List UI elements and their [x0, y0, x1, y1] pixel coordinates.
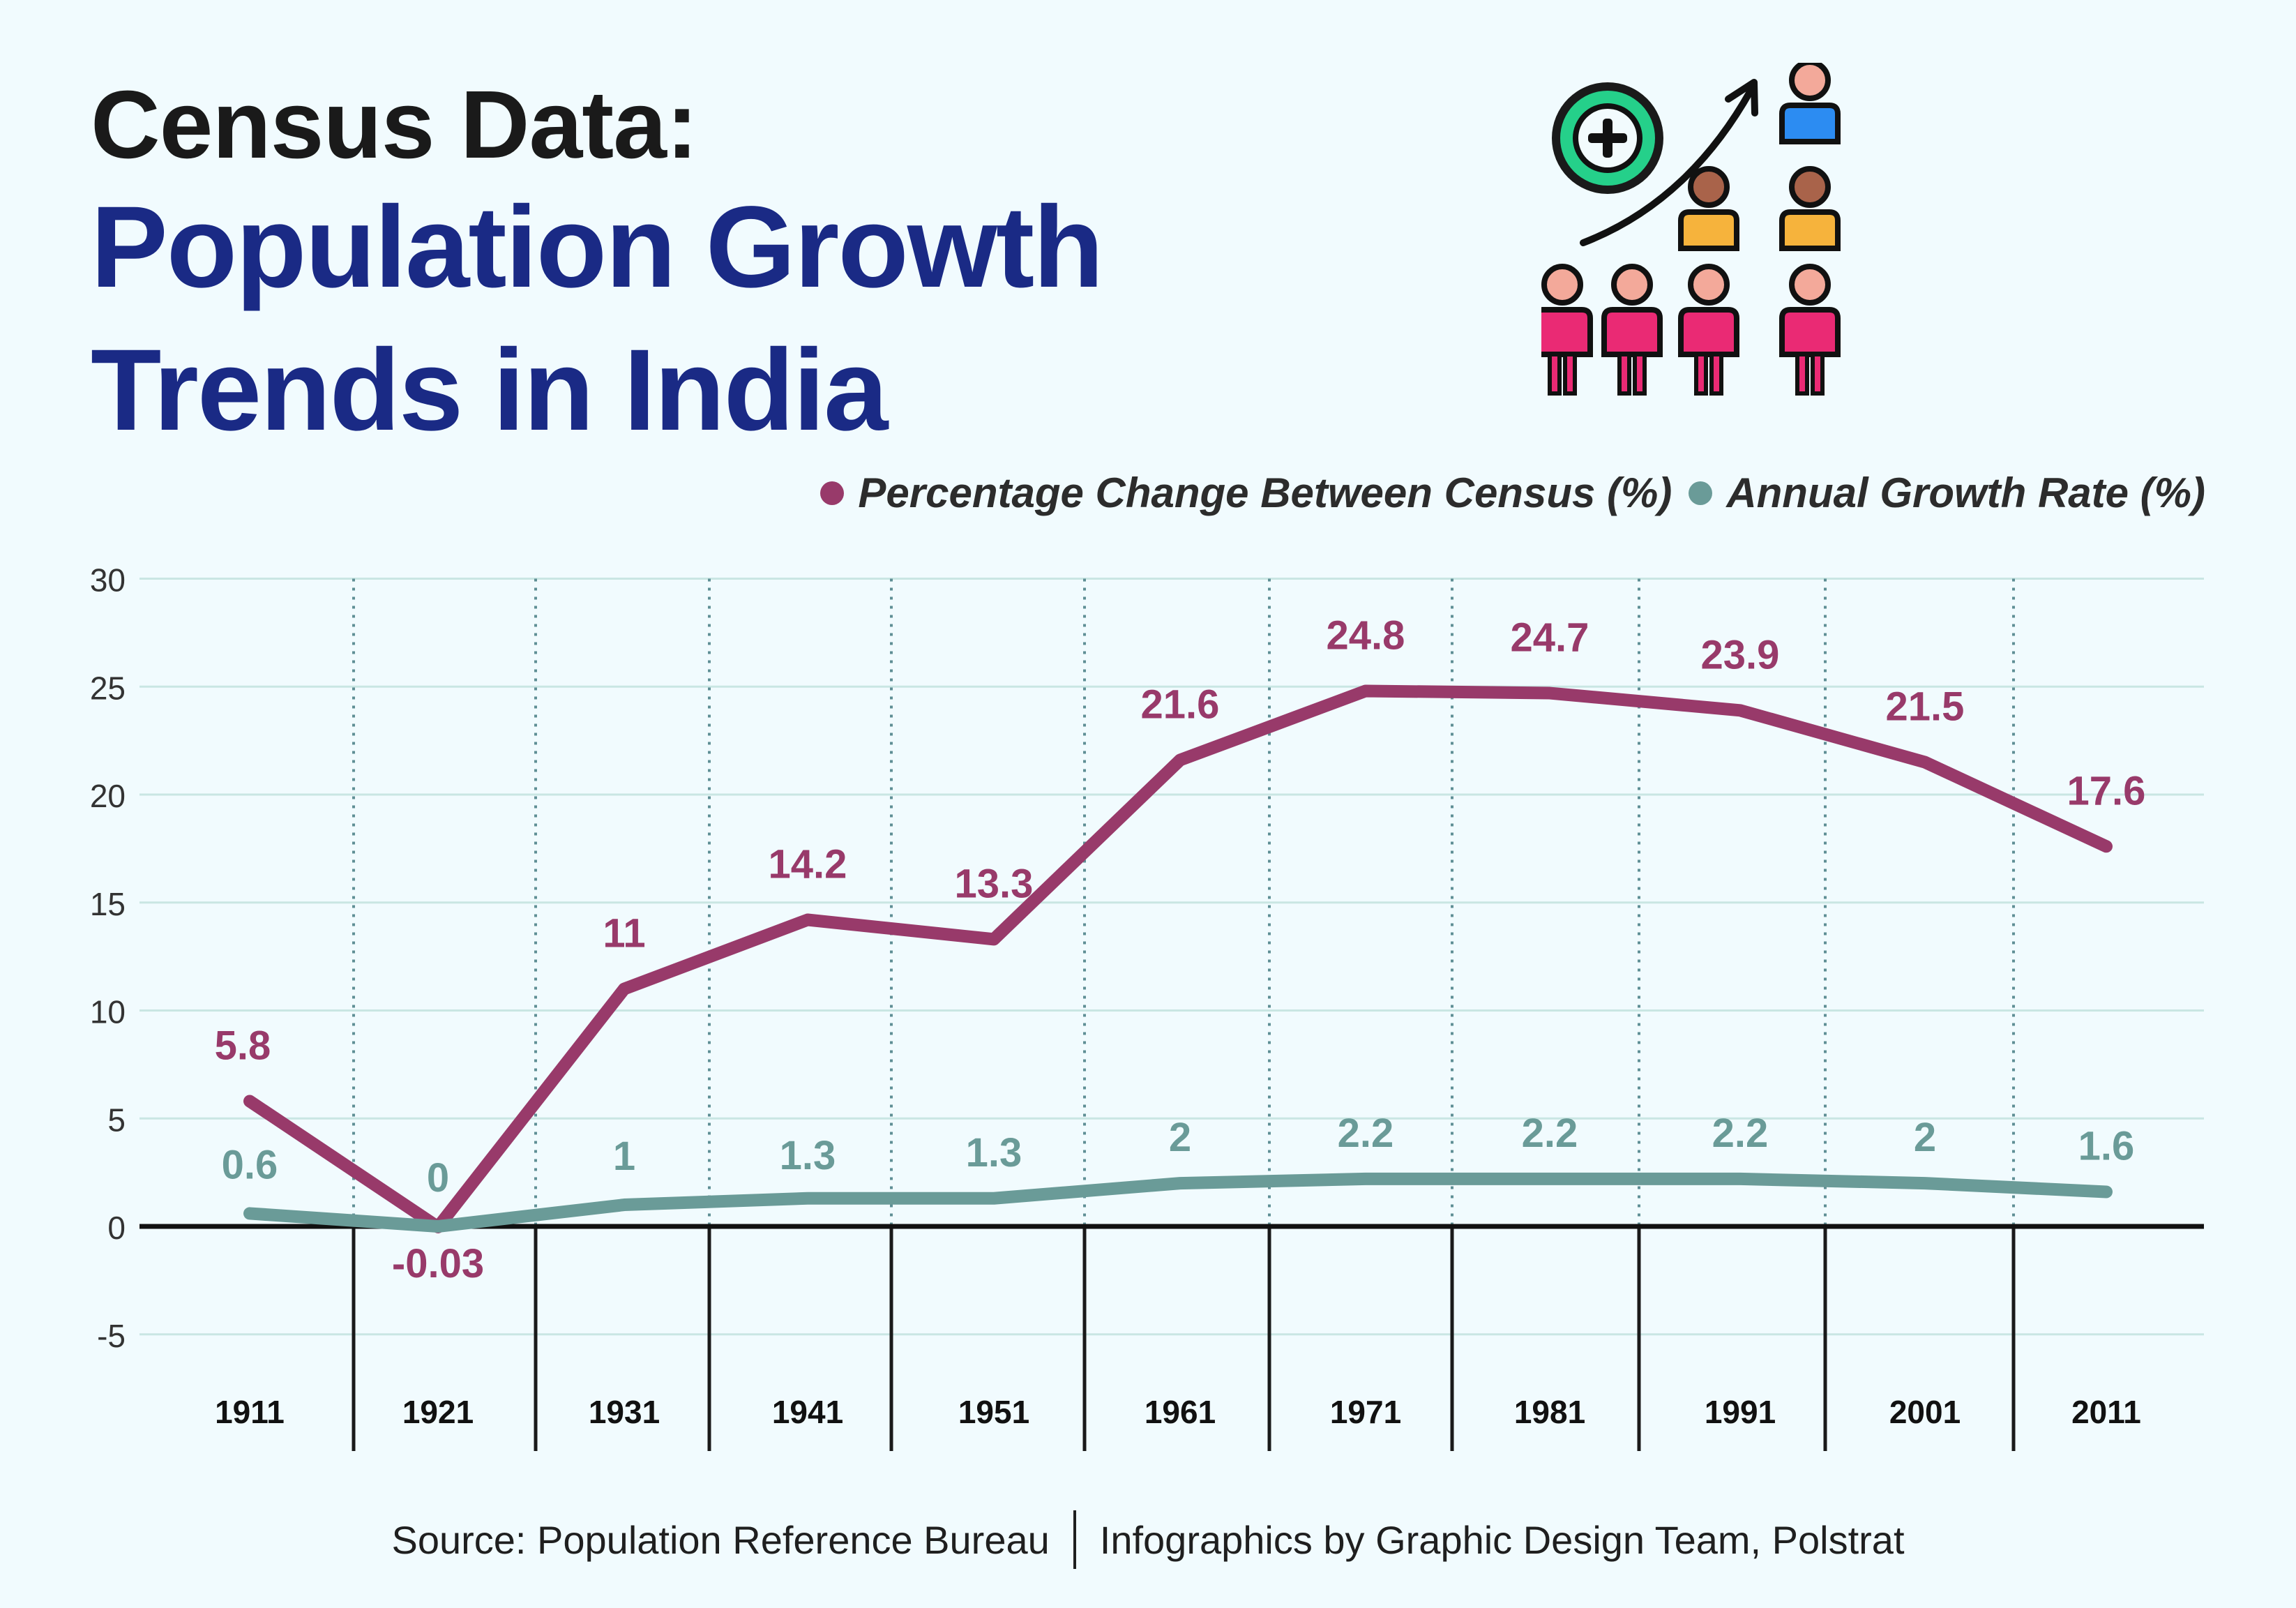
data-label-percentage: 21.6 — [1141, 682, 1220, 727]
x-tick-label: 1911 — [215, 1394, 285, 1430]
title-line-1: Census Data: — [91, 71, 698, 179]
data-label-percentage: 21.5 — [1886, 684, 1965, 730]
data-label-annual: 1.6 — [2078, 1123, 2135, 1169]
legend-marker-annual — [1689, 481, 1713, 505]
series-line-percentage-change — [243, 684, 2113, 1233]
data-label-annual: 0.6 — [222, 1142, 278, 1187]
y-tick-label: 15 — [90, 886, 126, 922]
credit-text: Infographics by Graphic Design Team, Pol… — [1099, 1517, 1905, 1562]
data-label-annual: 0 — [427, 1155, 449, 1201]
x-tick-label: 1951 — [958, 1394, 1029, 1430]
y-tick-label: 30 — [90, 562, 126, 599]
data-label-percentage: -0.03 — [392, 1241, 484, 1286]
x-tick-label: 1941 — [772, 1394, 843, 1430]
legend-label-annual: Annual Growth Rate (%) — [1726, 469, 2205, 516]
data-label-percentage: 11 — [603, 911, 645, 956]
data-label-annual: 2.2 — [1338, 1111, 1394, 1156]
footer: Source: Population Reference Bureau Info… — [0, 1510, 2296, 1569]
legend-label-percentage: Percentage Change Between Census (%) — [858, 469, 1672, 516]
x-tick-label: 1971 — [1330, 1394, 1401, 1430]
data-label-annual: 2 — [1169, 1115, 1191, 1160]
data-label-annual: 2.2 — [1522, 1111, 1578, 1156]
x-tick-label: 1921 — [402, 1394, 474, 1430]
x-tick-label: 2001 — [1889, 1394, 1961, 1430]
data-label-percentage: 23.9 — [1701, 632, 1780, 677]
legend-item-percentage: Percentage Change Between Census (%) — [820, 469, 1672, 517]
footer-divider — [1073, 1510, 1076, 1569]
data-label-annual: 2.2 — [1712, 1111, 1769, 1156]
y-tick-label: 10 — [90, 994, 126, 1030]
data-label-annual: 2 — [1914, 1115, 1936, 1160]
series-line-annual-growth — [243, 1172, 2113, 1233]
growth-arrow-icon — [1580, 79, 1758, 246]
data-label-percentage: 24.7 — [1511, 615, 1589, 661]
data-label-percentage: 5.8 — [215, 1023, 271, 1068]
y-tick-label: 5 — [107, 1102, 126, 1138]
title-line-3: Trends in India — [91, 326, 888, 455]
y-tick-label: -5 — [97, 1318, 126, 1354]
x-tick-label: 2011 — [2071, 1394, 2141, 1430]
people-growth-illustration — [1541, 63, 1841, 396]
data-label-annual: 1 — [613, 1134, 635, 1179]
y-tick-label: 20 — [90, 778, 126, 814]
data-label-annual: 1.3 — [966, 1130, 1022, 1175]
x-tick-label: 1931 — [589, 1394, 660, 1430]
data-label-percentage: 14.2 — [769, 842, 847, 887]
data-label-annual: 1.3 — [780, 1133, 836, 1178]
people-pyramid-icon — [1541, 63, 1841, 396]
source-text: Source: Population Reference Bureau — [391, 1517, 1050, 1562]
x-tick-label: 1991 — [1705, 1394, 1776, 1430]
data-label-percentage: 13.3 — [955, 861, 1034, 906]
title-line-2: Population Growth — [91, 183, 1104, 312]
data-label-percentage: 24.8 — [1327, 613, 1405, 658]
y-tick-label: 0 — [107, 1210, 126, 1246]
legend-marker-percentage — [820, 481, 845, 505]
chart-legend: Percentage Change Between Census (%) Ann… — [820, 469, 2205, 517]
plus-badge-icon — [1552, 82, 1663, 194]
x-tick-label: 1961 — [1145, 1394, 1216, 1430]
legend-item-annual: Annual Growth Rate (%) — [1689, 469, 2205, 517]
data-label-percentage: 17.6 — [2067, 768, 2146, 813]
y-tick-label: 25 — [90, 670, 126, 706]
x-tick-label: 1981 — [1514, 1394, 1585, 1430]
